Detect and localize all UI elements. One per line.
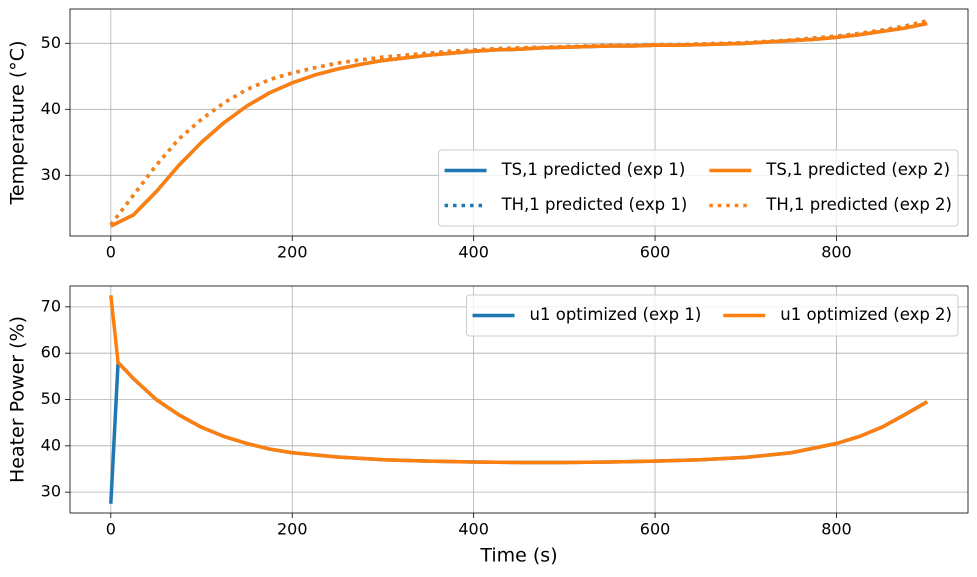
legend-label: TH,1 predicted (exp 1) — [501, 195, 688, 214]
legend-label: TS,1 predicted (exp 2) — [765, 160, 950, 179]
y-tick-label: 30 — [41, 165, 61, 184]
x-tick-label: 400 — [458, 243, 489, 262]
legend-label: TH,1 predicted (exp 2) — [765, 195, 952, 214]
y-tick-label: 60 — [41, 343, 61, 362]
x-tick-label: 400 — [458, 520, 489, 539]
y-tick-label: 30 — [41, 482, 61, 501]
legend-frame — [466, 294, 959, 337]
x-tick-label: 600 — [640, 243, 671, 262]
plot-frame — [69, 285, 969, 514]
y-tick-label: 70 — [41, 296, 61, 315]
y-axis-label: Heater Power (%) — [7, 316, 29, 483]
legend: TS,1 predicted (exp 1) TH,1 predicted (ex… — [438, 149, 959, 227]
legend: u1 optimized (exp 1) u1 optimized (exp 2) — [466, 294, 959, 337]
series-line — [109, 360, 929, 504]
x-tick-label: 800 — [821, 243, 852, 262]
legend-label: TS,1 predicted (exp 1) — [501, 160, 686, 179]
series-line — [109, 19, 928, 226]
y-tick-label: 40 — [41, 435, 61, 454]
series-line — [109, 295, 929, 465]
legend-label: u1 optimized (exp 2) — [780, 305, 952, 324]
x-axis-label: Time (s) — [479, 545, 557, 567]
plot-frame — [69, 8, 969, 237]
x-tick-label: 0 — [106, 243, 116, 262]
x-tick-label: 600 — [640, 520, 671, 539]
y-axis-label: Temperature (°C) — [7, 41, 29, 206]
y-tick-label: 50 — [41, 389, 61, 408]
legend-frame — [438, 149, 959, 227]
legend-label: u1 optimized (exp 1) — [530, 305, 702, 324]
x-tick-label: 200 — [277, 243, 308, 262]
y-tick-label: 50 — [41, 33, 61, 52]
x-tick-label: 0 — [106, 520, 116, 539]
x-tick-label: 800 — [821, 520, 852, 539]
y-tick-label: 40 — [41, 99, 61, 118]
x-tick-label: 200 — [277, 520, 308, 539]
